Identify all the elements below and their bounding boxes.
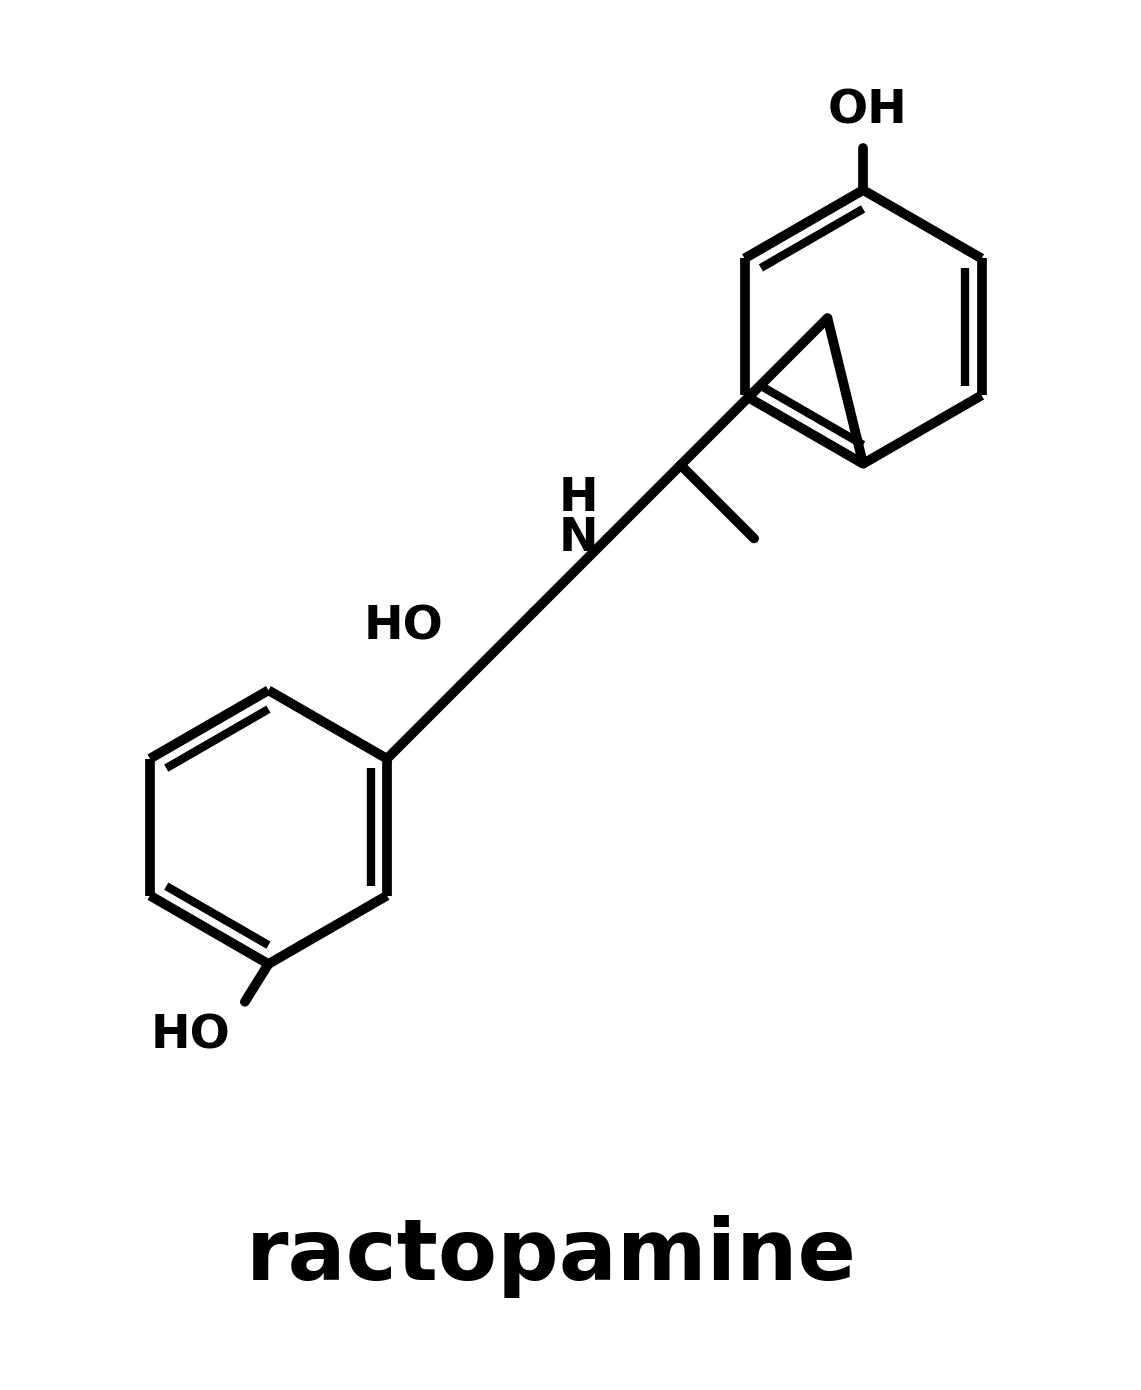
Text: HO: HO bbox=[364, 605, 444, 649]
Text: H: H bbox=[559, 477, 599, 521]
Text: N: N bbox=[559, 516, 599, 562]
Text: ractopamine: ractopamine bbox=[246, 1215, 857, 1298]
Text: HO: HO bbox=[151, 1013, 230, 1058]
Text: OH: OH bbox=[828, 89, 908, 133]
